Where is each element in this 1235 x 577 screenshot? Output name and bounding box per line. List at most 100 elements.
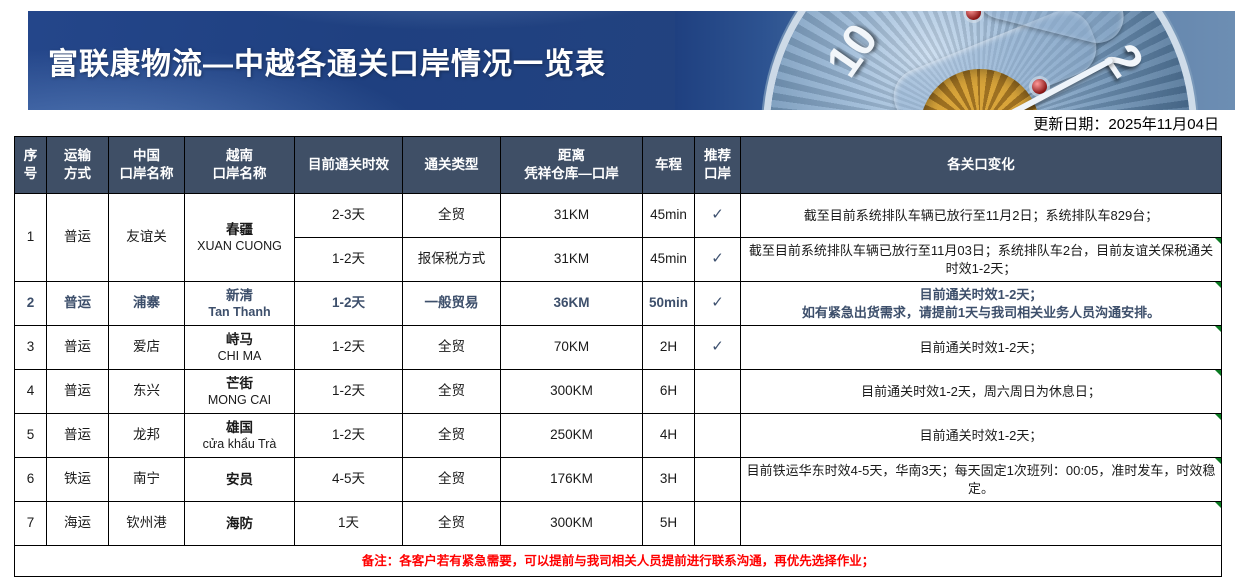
cell-changes-line: 目前通关时效1-2天； bbox=[919, 339, 1043, 355]
cell-seq: 5 bbox=[14, 413, 47, 458]
cell-changes-line: 目前通关时效1-2天； bbox=[919, 286, 1043, 302]
col-header-drive-time-l1: 车程 bbox=[655, 156, 682, 172]
cell-distance: 31KM bbox=[500, 193, 643, 238]
col-header-cn-port-l1: 中国 口岸名称 bbox=[119, 147, 174, 181]
cell-changes: 目前通关时效1-2天； bbox=[740, 413, 1222, 458]
col-header-drive-time: 车程 bbox=[642, 136, 695, 194]
col-header-clearance-time-l1: 目前通关时效 bbox=[308, 156, 389, 172]
cell-transport: 普运 bbox=[46, 413, 109, 458]
cell-changes-line: 如有紧急出货需求，请提前1天与我司相关业务人员沟通安排。 bbox=[801, 304, 1161, 320]
col-header-clearance-type-l1: 通关类型 bbox=[424, 156, 479, 172]
col-header-changes: 各关口变化 bbox=[740, 136, 1222, 194]
cell-distance: 70KM bbox=[500, 325, 643, 370]
cell-clearance-type: 全贸 bbox=[402, 501, 501, 546]
cell-recommended: ✓ bbox=[694, 193, 741, 238]
comment-marker-icon bbox=[1215, 238, 1221, 244]
cell-vn-port-cn: 安员 bbox=[226, 471, 253, 487]
port-status-table: 序号 运输 方式 中国 口岸名称 越南 口岸名称 目前通关时效 通关类型 距离 凭祥仓库… bbox=[14, 136, 1222, 577]
cell-clearance-time: 2-3天 bbox=[294, 193, 403, 238]
table-row: 1-2天 报保税方式 31KM 45min ✓ 截至目前系统排队车辆已放行至11月03日；… bbox=[15, 237, 1222, 282]
cell-changes bbox=[740, 501, 1222, 546]
cell-cn-port: 钦州港 bbox=[108, 501, 185, 546]
page-title: 富联康物流—中越各通关口岸情况一览表 bbox=[48, 47, 606, 81]
cell-drive-time: 45min bbox=[642, 193, 695, 238]
comment-marker-icon bbox=[1215, 502, 1221, 508]
cell-clearance-time: 1-2天 bbox=[294, 325, 403, 370]
cell-changes: 目前通关时效1-2天； bbox=[740, 325, 1222, 370]
cell-vn-port-en: XUAN CUONG bbox=[197, 239, 282, 254]
cell-changes: 目前铁运华东时效4-5天，华南3天；每天固定1次班列：00:05，准时发车，时效… bbox=[740, 457, 1222, 502]
col-header-vn-port: 越南 口岸名称 bbox=[184, 136, 295, 194]
cell-vn-port-cn: 春疆 bbox=[226, 221, 253, 237]
cell-vn-port-cn: 新清 bbox=[226, 287, 253, 303]
col-header-cn-port: 中国 口岸名称 bbox=[108, 136, 185, 194]
check-icon: ✓ bbox=[711, 294, 724, 312]
cell-vn-port-en: Tan Thanh bbox=[208, 305, 271, 320]
cell-recommended: ✓ bbox=[694, 237, 741, 282]
check-icon: ✓ bbox=[711, 250, 724, 268]
cell-changes: 截至目前系统排队车辆已放行至11月03日；系统排队车2台，目前友谊关保税通关时效… bbox=[740, 237, 1222, 282]
col-header-seq-l1: 序号 bbox=[23, 147, 38, 181]
cell-cn-port: 友谊关 bbox=[108, 193, 185, 282]
cell-drive-time: 50min bbox=[642, 281, 695, 326]
cell-vn-port: 春疆 XUAN CUONG bbox=[184, 193, 295, 282]
cell-distance: 176KM bbox=[500, 457, 643, 502]
col-header-transport: 运输 方式 bbox=[46, 136, 109, 194]
cell-seq: 4 bbox=[14, 369, 47, 414]
col-header-distance-l1: 距离 凭祥仓库—口岸 bbox=[524, 147, 619, 181]
cell-distance: 300KM bbox=[500, 369, 643, 414]
cell-seq: 6 bbox=[14, 457, 47, 502]
cell-cn-port: 东兴 bbox=[108, 369, 185, 414]
cell-clearance-type: 全贸 bbox=[402, 193, 501, 238]
cell-drive-time: 4H bbox=[642, 413, 695, 458]
table-row: 6 铁运 南宁 安员 4-5天 全贸 176KM 3H 目前铁运华东时效4-5天，华南3天；每天… bbox=[14, 457, 1222, 502]
cell-changes-line: 目前通关时效1-2天，周六周日为休息日； bbox=[861, 383, 1101, 399]
cell-vn-port: 安员 bbox=[184, 457, 295, 502]
cell-cn-port: 爱店 bbox=[108, 325, 185, 370]
cell-clearance-type: 报保税方式 bbox=[402, 237, 501, 282]
cell-cn-port: 龙邦 bbox=[108, 413, 185, 458]
cell-vn-port: 新清 Tan Thanh bbox=[184, 281, 295, 326]
cell-vn-port-cn: 芒街 bbox=[226, 375, 253, 391]
cell-changes-line: 截至目前系统排队车辆已放行至11月03日；系统排队车2台，目前友谊关保税通关时效… bbox=[748, 242, 1214, 276]
clock-numeral-11: 11 bbox=[869, 11, 936, 16]
col-header-seq: 序号 bbox=[14, 136, 47, 194]
cell-distance: 300KM bbox=[500, 501, 643, 546]
cell-vn-port: 芒街 MONG CAI bbox=[184, 369, 295, 414]
cell-seq: 7 bbox=[14, 501, 47, 546]
update-date-label: 更新日期：2025年11月04日 bbox=[1033, 116, 1219, 133]
cell-cn-port: 南宁 bbox=[108, 457, 185, 502]
cell-cn-port: 浦寨 bbox=[108, 281, 185, 326]
cell-changes: 目前通关时效1-2天，周六周日为休息日； bbox=[740, 369, 1222, 414]
cell-recommended bbox=[694, 413, 741, 458]
banner-watch-photo: 12 11 10 9 1 2 bbox=[675, 11, 1235, 110]
jewel-icon bbox=[1032, 79, 1047, 94]
comment-marker-icon bbox=[1215, 458, 1221, 464]
cell-drive-time: 5H bbox=[642, 501, 695, 546]
clock-numeral-10: 10 bbox=[815, 14, 888, 86]
cell-drive-time: 2H bbox=[642, 325, 695, 370]
cell-distance: 36KM bbox=[500, 281, 643, 326]
cell-changes-line: 目前铁运华东时效4-5天，华南3天；每天固定1次班列：00:05，准时发车，时效… bbox=[746, 462, 1216, 496]
cell-recommended bbox=[694, 369, 741, 414]
cell-clearance-type: 全贸 bbox=[402, 413, 501, 458]
cell-recommended bbox=[694, 457, 741, 502]
comment-marker-icon bbox=[1215, 282, 1221, 288]
port-status-table-wrap: 序号 运输 方式 中国 口岸名称 越南 口岸名称 目前通关时效 通关类型 距离 凭祥仓库… bbox=[14, 136, 1222, 577]
cell-clearance-time: 4-5天 bbox=[294, 457, 403, 502]
jewel-icon bbox=[966, 11, 981, 20]
banner-gradient bbox=[28, 11, 788, 110]
cell-transport: 海运 bbox=[46, 501, 109, 546]
table-body: 1 普运 友谊关 春疆 XUAN CUONG 2-3天 全贸 31KM 45min ✓ 截至目前系统… bbox=[14, 193, 1222, 577]
cell-vn-port-cn: 峙马 bbox=[226, 331, 253, 347]
cell-transport: 普运 bbox=[46, 369, 109, 414]
cell-clearance-time: 1天 bbox=[294, 501, 403, 546]
table-row: 4 普运 东兴 芒街 MONG CAI 1-2天 全贸 300KM 6H 目前通关时效1-2天，周… bbox=[14, 369, 1222, 414]
cell-clearance-type: 全贸 bbox=[402, 457, 501, 502]
cell-seq: 1 bbox=[14, 193, 47, 282]
comment-marker-icon bbox=[1215, 414, 1221, 420]
cell-clearance-type: 一般贸易 bbox=[402, 281, 501, 326]
table-row: 5 普运 龙邦 雄国 cửa khẩu Trà 1-2天 全贸 250KM 4H 目前通关时效1-… bbox=[14, 413, 1222, 458]
check-icon: ✓ bbox=[711, 338, 724, 356]
